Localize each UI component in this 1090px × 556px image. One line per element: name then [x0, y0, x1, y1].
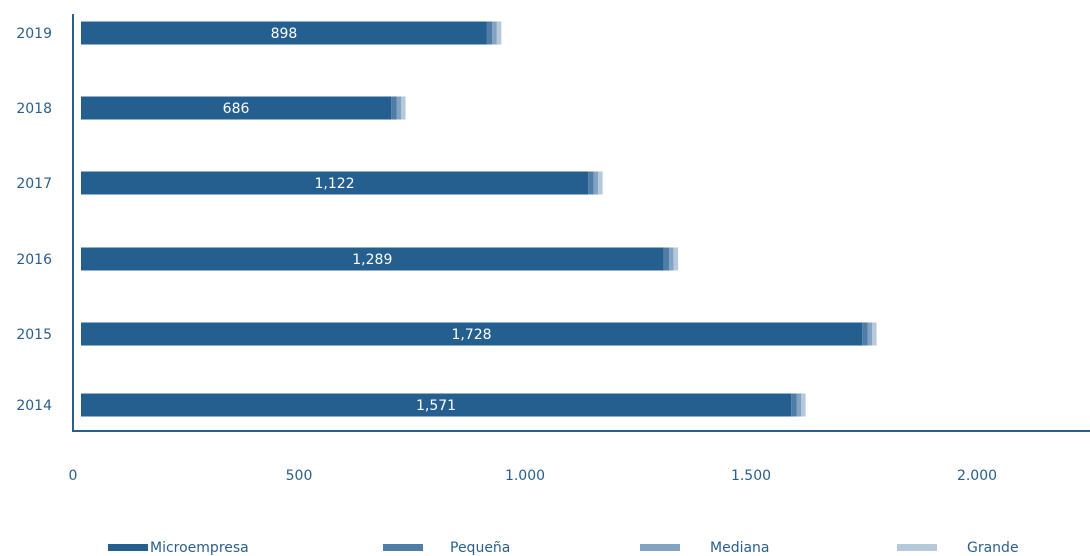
bar-segment — [81, 247, 664, 271]
legend-swatch — [640, 544, 680, 551]
bar-segment — [81, 171, 589, 195]
x-tick-label: 2.000 — [957, 468, 997, 484]
bar-segment — [81, 21, 487, 45]
value-label: 1,571 — [416, 398, 456, 414]
y-tick-label: 2017 — [16, 176, 52, 192]
y-tick-label: 2016 — [16, 252, 52, 268]
y-tick-label: 2015 — [16, 327, 52, 343]
legend-label: Microempresa — [150, 540, 249, 556]
bar-segment — [796, 393, 802, 417]
value-label: 1,728 — [451, 327, 491, 343]
y-tick-label: 2014 — [16, 398, 52, 414]
bar-segment — [673, 247, 679, 271]
legend-swatch — [897, 544, 937, 551]
bar-segment — [862, 322, 868, 346]
x-tick-label: 1.500 — [731, 468, 771, 484]
x-tick-label: 500 — [286, 468, 313, 484]
bar-segment — [867, 322, 872, 346]
bar-segment — [801, 393, 806, 417]
bar-segment — [81, 96, 392, 120]
bar-segment — [81, 322, 863, 346]
bar-segment — [486, 21, 493, 45]
y-tick-label: 2019 — [16, 26, 52, 42]
legend-label: Mediana — [710, 540, 770, 556]
value-label: 1,289 — [352, 252, 392, 268]
legend-label: Pequeña — [450, 540, 510, 556]
bar-segment — [396, 96, 402, 120]
legend-swatch — [383, 544, 423, 551]
legend-swatch — [108, 544, 148, 551]
bar-segment — [791, 393, 797, 417]
x-tick-label: 0 — [69, 468, 78, 484]
bar-segment — [401, 96, 406, 120]
bar-segment — [492, 21, 497, 45]
bar-segment — [588, 171, 594, 195]
legend-label: Grande — [967, 540, 1019, 556]
bar-segment — [81, 393, 792, 417]
bar-segment — [872, 322, 877, 346]
bar-segment — [496, 21, 502, 45]
value-label: 686 — [223, 101, 250, 117]
bar-segment — [593, 171, 599, 195]
value-label: 898 — [271, 26, 298, 42]
bar-segment — [391, 96, 397, 120]
value-label: 1,122 — [315, 176, 355, 192]
y-tick-label: 2018 — [16, 101, 52, 117]
bar-segment — [669, 247, 674, 271]
bar-segment — [598, 171, 603, 195]
x-tick-label: 1.000 — [505, 468, 545, 484]
bar-segment — [663, 247, 670, 271]
